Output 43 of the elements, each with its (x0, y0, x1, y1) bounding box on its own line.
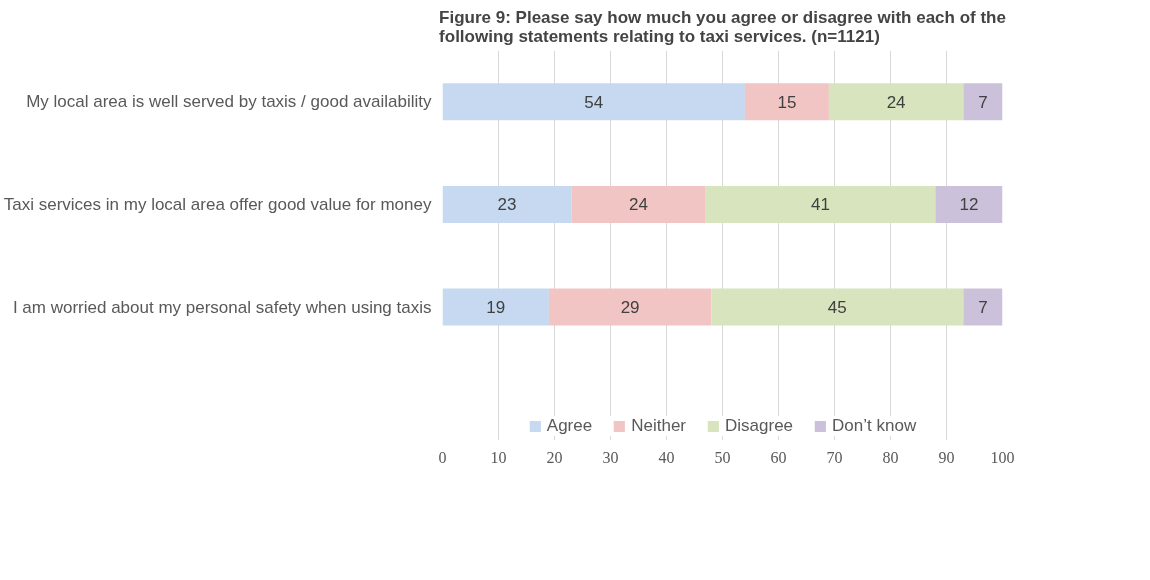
data-label: 29 (620, 298, 640, 318)
bar (442, 288, 549, 326)
bar (442, 185, 572, 223)
x-tick-label: 40 (658, 448, 675, 466)
data-label: 7 (978, 298, 988, 318)
bar (963, 83, 1003, 121)
data-label: 41 (811, 195, 830, 215)
x-tick-label: 90 (938, 448, 955, 466)
bar (963, 288, 1003, 326)
x-tick-label: 20 (546, 448, 563, 466)
data-label: 24 (886, 92, 906, 112)
x-tick-label: 50 (714, 448, 731, 466)
data-label: 12 (959, 195, 979, 215)
y-tick-label: My local area is well served by taxis / good availability (26, 92, 432, 112)
legend-label: Agree (546, 416, 593, 436)
legend-label: Disagree (725, 416, 794, 436)
x-tick-label: 30 (602, 448, 619, 466)
data-label: 15 (777, 92, 797, 112)
bar (935, 185, 1003, 223)
x-tick-label: 0 (438, 448, 447, 466)
x-tick-label: 60 (770, 448, 787, 466)
x-tick-label: 80 (882, 448, 899, 466)
data-label: 45 (827, 298, 847, 318)
x-tick-label: 10 (490, 448, 507, 466)
bar (442, 83, 745, 121)
x-tick-label: 100 (990, 448, 1015, 466)
bar (548, 288, 712, 326)
bar (705, 185, 936, 223)
data-label: 7 (978, 92, 988, 112)
chart-title: Figure 9: Please say how much you agree or disagree with each of the following statements relating to taxi services. (n=1121) (439, 7, 1006, 46)
bar (828, 83, 964, 121)
legend-label: Neither (631, 416, 687, 436)
data-label: 24 (629, 195, 648, 215)
bar (744, 83, 829, 121)
y-tick-label: I am worried about my personal safety when using taxis (12, 297, 432, 317)
y-tick-label: Taxi services in my local area offer good value for money (3, 194, 432, 214)
data-label: 54 (584, 92, 604, 112)
data-label: 23 (497, 195, 517, 215)
x-tick-label: 70 (826, 448, 843, 466)
bar (711, 288, 964, 326)
legend-label: Don’t know (832, 416, 917, 436)
bar (571, 185, 706, 223)
data-label: 19 (486, 298, 506, 318)
